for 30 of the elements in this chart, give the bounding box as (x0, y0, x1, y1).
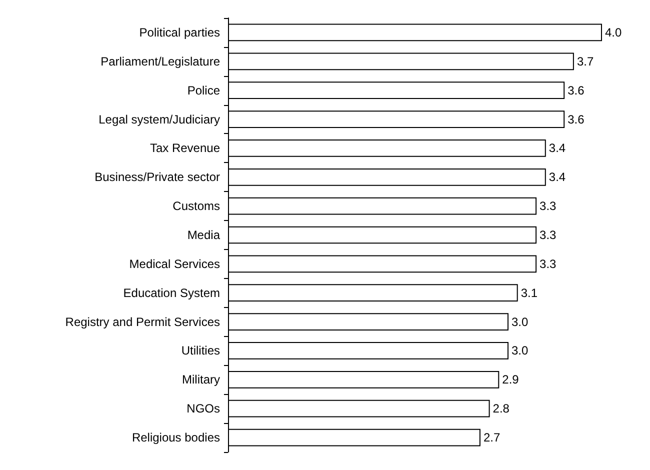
data-label: 2.8 (492, 402, 510, 416)
y-tick-label: Tax Revenue (150, 141, 220, 156)
data-label: 3.3 (540, 256, 557, 271)
data-label: 3.1 (520, 286, 538, 300)
y-tick-label: Legal system/Judiciary (98, 112, 220, 126)
data-label: 3.6 (568, 83, 585, 98)
data-label: 3.4 (548, 170, 566, 184)
data-label: 3.0 (512, 344, 529, 358)
y-tick-label: Parliament/Legislature (100, 54, 220, 68)
data-label: 3.0 (512, 314, 529, 329)
y-tick-label: Medical Services (129, 256, 220, 271)
y-tick-label: Business/Private sector (94, 170, 220, 184)
y-tick-label: Utilities (181, 344, 220, 358)
y-tick-label: Political parties (139, 25, 220, 40)
data-label: 3.3 (540, 199, 557, 214)
data-label: 2.9 (502, 372, 520, 387)
y-tick-label: Religious bodies (132, 430, 220, 445)
y-tick-label: NGOs (186, 402, 220, 416)
data-label: 2.7 (483, 430, 500, 445)
data-label: 3.3 (540, 228, 557, 242)
y-tick-label: Education System (123, 286, 220, 300)
y-tick-label: Registry and Permit Services (65, 314, 220, 329)
data-label: 3.6 (568, 112, 585, 126)
data-label: 4.0 (605, 25, 622, 40)
data-label: 3.4 (548, 141, 566, 156)
y-tick-label: Police (187, 83, 220, 98)
y-tick-label: Media (187, 228, 220, 242)
y-tick-label: Military (182, 372, 220, 387)
y-tick-label: Customs (172, 199, 220, 214)
data-label: 3.7 (576, 54, 594, 68)
